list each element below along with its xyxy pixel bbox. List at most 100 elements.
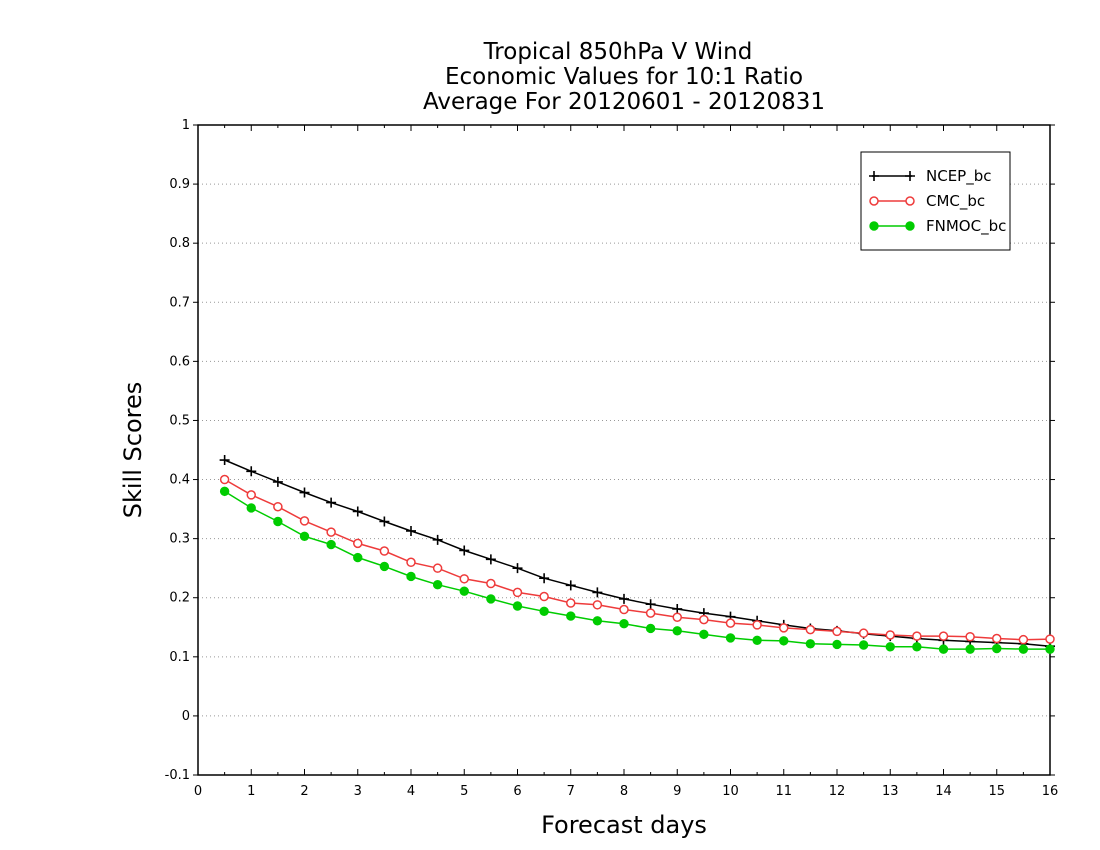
data-point (992, 633, 1002, 644)
data-point (485, 554, 496, 565)
data-point (512, 601, 523, 611)
data-point (1018, 634, 1029, 645)
data-point (326, 497, 337, 508)
x-tick-label: 13 (882, 784, 899, 799)
data-point (1045, 634, 1055, 644)
legend-marker (905, 196, 915, 206)
data-point (592, 587, 603, 598)
x-axis-title: Forecast days (541, 811, 707, 839)
data-point (965, 644, 975, 654)
legend: NCEP_bc CMC_bc FNMOC_bc (860, 151, 1011, 251)
data-point (805, 639, 816, 649)
x-tick-label: 2 (300, 784, 308, 799)
x-tick-label: 16 (1042, 784, 1059, 799)
legend-marker (905, 221, 915, 231)
legend-marker (869, 171, 879, 181)
data-point (965, 631, 975, 642)
series-layer (219, 455, 1055, 654)
y-tick-label: 0.8 (169, 236, 190, 251)
data-point (246, 466, 257, 477)
data-point (832, 626, 842, 637)
legend-entry: CMC_bc (869, 192, 985, 211)
x-tick-label: 10 (722, 784, 739, 799)
legend-entry: NCEP_bc (869, 167, 992, 186)
data-point (539, 573, 550, 584)
data-point (1018, 644, 1029, 654)
data-point (619, 593, 629, 604)
y-tick-label: 0.1 (169, 650, 190, 665)
series-cmc-bc (219, 474, 1055, 645)
data-point (805, 624, 816, 635)
y-tick-label: 0.6 (169, 354, 190, 369)
data-point (219, 486, 230, 497)
data-point (672, 612, 682, 622)
data-point (858, 640, 869, 650)
legend-label: NCEP_bc (926, 167, 992, 186)
data-point (406, 557, 416, 568)
series-line (224, 490, 1050, 650)
chart-title: Tropical 850hPa V Wind Economic Values f… (423, 39, 825, 115)
data-point (1045, 644, 1055, 654)
x-tick-label: 7 (567, 784, 575, 799)
data-point (565, 580, 576, 591)
data-point (272, 476, 283, 487)
series-fnmoc-bc (219, 486, 1055, 654)
data-point (273, 516, 283, 527)
data-point (699, 614, 709, 625)
y-tick-label: 0.2 (169, 591, 190, 606)
y-tick-label: 0 (182, 709, 190, 724)
data-point (938, 644, 949, 654)
data-point (645, 608, 656, 618)
data-point (432, 534, 443, 545)
data-point (459, 586, 469, 596)
x-tick-label: 1 (247, 784, 255, 799)
data-point (486, 578, 496, 589)
data-point (699, 629, 709, 640)
data-point (725, 618, 736, 628)
data-point (832, 639, 842, 650)
data-point (432, 580, 443, 590)
data-point (299, 516, 310, 526)
y-tick-label: 0.7 (169, 295, 190, 310)
data-point (752, 635, 762, 645)
data-point (353, 538, 363, 549)
x-tick-label: 8 (620, 784, 628, 799)
data-point (672, 626, 682, 636)
x-tick-label: 0 (194, 784, 202, 799)
legend-label: CMC_bc (926, 192, 985, 211)
data-point (912, 642, 922, 652)
y-tick-label: 0.4 (169, 473, 190, 488)
title-line-3: Average For 20120601 - 20120831 (423, 89, 825, 115)
data-point (539, 606, 549, 617)
title-line-2: Economic Values for 10:1 Ratio (445, 64, 803, 90)
data-point (432, 563, 443, 573)
data-point (885, 630, 895, 640)
data-point (406, 571, 416, 582)
x-tick-label: 4 (407, 784, 415, 799)
y-tick-label: 0.9 (169, 177, 190, 192)
data-point (299, 487, 310, 498)
data-point (752, 620, 762, 630)
x-tick-label: 5 (460, 784, 468, 799)
x-tick-label: 15 (988, 784, 1005, 799)
x-tick-label: 14 (935, 784, 952, 799)
data-point (725, 633, 736, 643)
data-point (779, 636, 789, 646)
legend-marker (869, 196, 879, 206)
title-line-1: Tropical 850hPa V Wind (483, 39, 753, 65)
y-axis-title: Skill Scores (119, 382, 147, 519)
data-point (246, 503, 256, 513)
x-tick-label: 3 (354, 784, 362, 799)
y-tick-label: 1 (182, 118, 190, 133)
data-point (486, 594, 496, 604)
legend-marker (905, 171, 915, 181)
data-point (779, 623, 789, 633)
data-point (219, 455, 230, 466)
data-point (379, 546, 390, 556)
series-ncep-bc (219, 455, 1055, 652)
data-point (566, 598, 576, 608)
data-point (592, 616, 603, 626)
x-tick-label: 6 (513, 784, 521, 799)
data-point (992, 643, 1002, 654)
data-point (938, 631, 949, 641)
